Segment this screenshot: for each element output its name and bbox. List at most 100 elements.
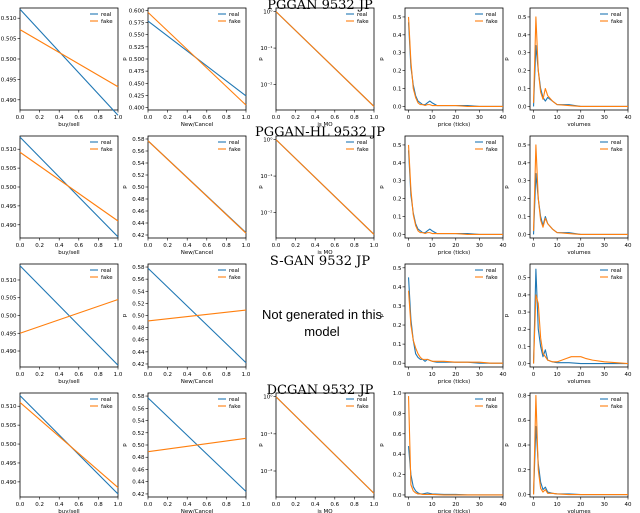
r1c4-ytick-label: 0.1 — [518, 215, 527, 221]
r2c3-legend-label-real: real — [486, 268, 497, 274]
r1c1-legend-label-fake: fake — [229, 147, 241, 153]
r3c4-xtick-label: 10 — [554, 502, 561, 508]
r3c1-ytick-label: 0.56 — [132, 406, 145, 412]
r3c2-xtick-label: 0.2 — [291, 502, 300, 508]
r2c3-ytick-label: 0.1 — [393, 342, 402, 348]
r3c3-series-real — [407, 445, 503, 496]
r1c4-xtick-label: 0 — [532, 243, 536, 249]
r1c4-ytick-label: 0.2 — [518, 197, 527, 203]
r1c1-xtick-label: 0.2 — [163, 243, 172, 249]
r2c0-xtick-label: 0.0 — [16, 372, 25, 378]
r0c2-xtick-label: 0.8 — [350, 115, 359, 121]
r0c4-ytick-label: 0.2 — [518, 69, 527, 75]
r2c4-ytick-label: 0.4 — [518, 293, 527, 299]
r2c1-ylabel: p — [122, 313, 128, 317]
r1c4-ylabel: p — [504, 185, 510, 189]
r3c0-xtick-label: 0.4 — [55, 502, 64, 508]
r0c1-ytick-label: 0.425 — [129, 93, 145, 99]
r0c0-ytick-label: 0.500 — [1, 57, 17, 63]
r3c3-legend-label-real: real — [486, 397, 497, 403]
r3c2-xtick-label: 0.6 — [330, 502, 339, 508]
r3c1-ytick-label: 0.46 — [132, 467, 145, 473]
r0c4-series-real — [532, 45, 628, 107]
r2c0-xtick-label: 0.4 — [55, 372, 64, 378]
r3c1-xtick-label: 0.4 — [183, 502, 192, 508]
r3c2-ytick-label: 10⁻¹ — [260, 431, 272, 438]
r1c2-xtick-label: 1.0 — [370, 243, 379, 249]
r1c1-ytick-label: 0.42 — [132, 233, 144, 239]
r3c0-xtick-label: 0.6 — [74, 502, 83, 508]
r3c1-ytick-label: 0.50 — [132, 443, 145, 449]
r0c1-xtick-label: 0.2 — [163, 115, 172, 121]
r0c3-ylabel: p — [379, 57, 385, 61]
r3c4-xtick-label: 30 — [601, 502, 608, 508]
r1c2-xtick-label: 0.8 — [350, 243, 359, 249]
r0c1-legend-label-real: real — [229, 12, 240, 18]
r2c3-ytick-label: 0.3 — [393, 304, 402, 310]
r1c4-ytick-label: 0.0 — [518, 232, 527, 238]
r0c1-ytick-label: 0.550 — [129, 33, 145, 39]
r0c1-ytick-label: 0.600 — [129, 8, 145, 14]
r0c1-ytick-label: 0.450 — [129, 81, 145, 87]
r0c4-ylabel: p — [504, 57, 510, 61]
r2c1-xtick-label: 0.4 — [183, 372, 192, 378]
r3c4-xtick-label: 40 — [625, 502, 632, 508]
r0c0-xtick-label: 0.0 — [16, 115, 25, 121]
r0c3-legend-label-real: real — [486, 12, 497, 18]
r0c0-ytick-label: 0.505 — [1, 37, 17, 43]
r2c0-legend-label-real: real — [101, 268, 112, 274]
r1c1-ytick-label: 0.54 — [132, 161, 145, 167]
r2c4-ytick-label: 0.0 — [518, 362, 527, 368]
r1c2-xtick-label: 0.2 — [291, 243, 300, 249]
r1c4-series-fake — [532, 144, 628, 235]
r1c3-ytick-label: 0.3 — [393, 179, 402, 185]
r3c4-ytick-label: 0.2 — [518, 468, 527, 474]
r2c3-ytick-label: 0.0 — [393, 361, 402, 367]
r3c0-ytick-label: 0.500 — [1, 442, 17, 448]
r0c3-xtick-label: 20 — [452, 115, 459, 121]
r0c1-ylabel: p — [122, 57, 128, 61]
r0c3-ytick-label: 0.1 — [393, 87, 402, 93]
r0c0-legend-label-real: real — [101, 12, 112, 18]
r2c0-ytick-label: 0.510 — [1, 278, 17, 284]
r1c4-series-real — [532, 173, 628, 235]
r2c1-xtick-label: 1.0 — [242, 372, 251, 378]
r3c2-xlabel: is MO — [317, 509, 333, 513]
r2c3-series-real — [407, 277, 503, 364]
r1c3-ytick-label: 0.5 — [393, 143, 402, 149]
r0c1-ytick-label: 0.500 — [129, 57, 145, 63]
r0c1-xtick-label: 1.0 — [242, 115, 251, 121]
r0c1-xtick-label: 0.8 — [222, 115, 231, 121]
r3c1-xlabel: New/Cancel — [181, 509, 214, 513]
r0c4-ytick-label: 0.4 — [518, 33, 527, 39]
r1c4-xlabel: volumes — [567, 250, 590, 256]
r3c0-legend-label-fake: fake — [101, 404, 113, 410]
r2c1-legend-label-real: real — [229, 268, 240, 274]
r1c2-ytick-label: 10⁰ — [263, 137, 273, 144]
r0c2-legend-label-fake: fake — [357, 19, 369, 25]
r0c0-ytick-label: 0.490 — [1, 98, 17, 104]
r1c1-ytick-label: 0.52 — [132, 173, 144, 179]
r3c1-xtick-label: 0.6 — [202, 502, 211, 508]
r3c4-xlabel: volumes — [567, 509, 590, 513]
r2c1-legend-label-fake: fake — [229, 275, 241, 281]
r1c4-ytick-label: 0.4 — [518, 161, 527, 167]
r0c3-legend-label-fake: fake — [486, 19, 498, 25]
r1c1-xtick-label: 0.4 — [183, 243, 192, 249]
r3c0-series-fake — [19, 402, 119, 488]
r2c4-ytick-label: 0.3 — [518, 310, 527, 316]
r1c2-xtick-label: 0.4 — [311, 243, 320, 249]
r2c4-legend-label-real: real — [611, 268, 622, 274]
r1c1-xtick-label: 0.8 — [222, 243, 231, 249]
r2c4-xlabel: volumes — [567, 379, 590, 385]
r1c3-legend-label-real: real — [486, 140, 497, 146]
r1c1-ytick-label: 0.50 — [132, 185, 145, 191]
r3c1-xtick-label: 1.0 — [242, 502, 251, 508]
r2c4-ytick-label: 0.2 — [518, 327, 527, 333]
r3c2-ytick-label: 10⁻² — [260, 468, 272, 475]
r0c4-xtick-label: 40 — [625, 115, 632, 121]
r2c3-xtick-label: 10 — [429, 372, 436, 378]
r0c3-xtick-label: 10 — [429, 115, 436, 121]
r3c3-ytick-label: 0.0 — [393, 493, 402, 499]
r0c2-xtick-label: 0.6 — [330, 115, 339, 121]
